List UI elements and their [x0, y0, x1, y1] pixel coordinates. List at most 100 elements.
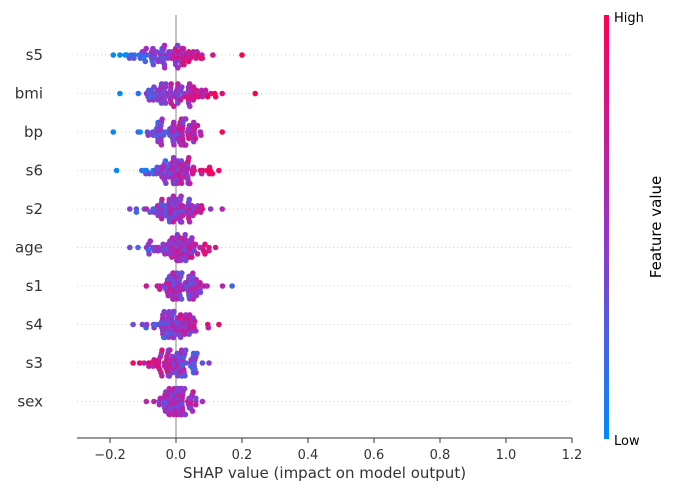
- point-age: [192, 241, 199, 248]
- point-bmi: [135, 90, 142, 97]
- point-s5: [199, 55, 206, 61]
- point-s6: [186, 154, 192, 161]
- point-s1: [229, 283, 235, 289]
- x-tick-label: −0.2: [94, 448, 126, 463]
- point-s5: [165, 55, 171, 61]
- feature-label-bmi: bmi: [15, 85, 43, 103]
- feature-label-s3: s3: [26, 354, 43, 372]
- point-s5: [153, 49, 160, 55]
- x-tick-label: 0.2: [232, 448, 253, 463]
- x-tick-label: 0.6: [364, 448, 385, 463]
- point-s5: [174, 42, 181, 49]
- point-s6: [163, 180, 169, 187]
- point-s6: [199, 167, 206, 174]
- point-s3: [130, 360, 136, 366]
- point-s5: [150, 61, 157, 68]
- point-s4: [130, 321, 136, 328]
- point-s4: [191, 318, 198, 325]
- point-bmi: [175, 81, 181, 87]
- point-s2: [207, 206, 214, 212]
- point-s5: [239, 52, 245, 58]
- feature-label-s2: s2: [26, 200, 43, 218]
- point-s6: [187, 180, 193, 187]
- point-s5: [142, 58, 149, 65]
- point-s1: [190, 270, 196, 277]
- point-s1: [157, 286, 163, 293]
- point-bmi: [212, 93, 219, 100]
- point-sex: [156, 401, 163, 408]
- point-s5: [181, 61, 187, 68]
- feature-label-sex: sex: [17, 393, 43, 411]
- point-bp: [198, 132, 204, 138]
- point-s3: [136, 360, 143, 366]
- point-s3: [159, 373, 165, 379]
- x-tick-label: 0.0: [166, 448, 187, 463]
- point-s4: [165, 334, 172, 341]
- point-s6: [113, 167, 120, 174]
- point-bmi: [162, 81, 169, 87]
- point-s3: [182, 347, 189, 354]
- point-s4: [193, 328, 199, 334]
- point-s6: [216, 167, 222, 174]
- x-tick-label: 1.2: [562, 448, 583, 463]
- point-age: [212, 244, 219, 251]
- point-bp: [182, 116, 189, 122]
- x-tick-label: 0.8: [430, 448, 451, 463]
- point-s2: [199, 206, 206, 212]
- point-s3: [193, 369, 199, 376]
- point-sex: [157, 395, 164, 402]
- point-bmi: [252, 90, 258, 97]
- point-s2: [143, 206, 150, 212]
- point-s2: [159, 196, 165, 203]
- point-sex: [151, 398, 157, 405]
- point-s5: [180, 45, 187, 52]
- point-s1: [143, 283, 150, 289]
- point-s6: [170, 154, 177, 161]
- point-s3: [183, 360, 189, 366]
- feature-label-bp: bp: [24, 123, 43, 141]
- point-age: [202, 241, 208, 248]
- colorbar-low-label: Low: [614, 434, 640, 449]
- point-s1: [219, 283, 226, 289]
- colorbar-gradient: [604, 15, 609, 439]
- point-bp: [194, 122, 201, 129]
- point-age: [206, 247, 212, 254]
- x-tick-label: 0.4: [298, 448, 319, 463]
- point-bp: [159, 116, 165, 122]
- point-bp: [186, 135, 192, 142]
- point-s1: [204, 283, 210, 289]
- point-s3: [159, 347, 165, 354]
- point-s4: [171, 308, 177, 315]
- feature-label-s5: s5: [26, 46, 43, 64]
- point-sex: [193, 395, 199, 402]
- point-sex: [199, 398, 206, 405]
- point-s4: [170, 334, 177, 341]
- point-s4: [186, 331, 192, 337]
- x-tick-label: 1.0: [496, 448, 517, 463]
- point-s2: [133, 209, 140, 215]
- feature-label-s6: s6: [26, 162, 43, 180]
- point-s4: [177, 312, 184, 318]
- point-s4: [182, 331, 188, 337]
- point-s5: [117, 52, 123, 58]
- point-s3: [194, 350, 200, 357]
- point-bmi: [168, 81, 174, 87]
- point-sex: [189, 408, 196, 414]
- point-s2: [170, 219, 176, 225]
- point-s2: [186, 219, 193, 225]
- point-s2: [127, 206, 133, 212]
- point-bp: [190, 119, 197, 126]
- point-s2: [179, 203, 186, 209]
- point-s5: [161, 42, 168, 49]
- point-age: [155, 247, 162, 254]
- point-bp: [192, 135, 199, 142]
- point-s1: [179, 270, 185, 276]
- point-s2: [186, 196, 193, 203]
- point-bp: [110, 129, 117, 135]
- point-s1: [178, 296, 185, 302]
- point-age: [135, 244, 141, 251]
- point-s4: [166, 308, 172, 315]
- point-age: [146, 251, 152, 257]
